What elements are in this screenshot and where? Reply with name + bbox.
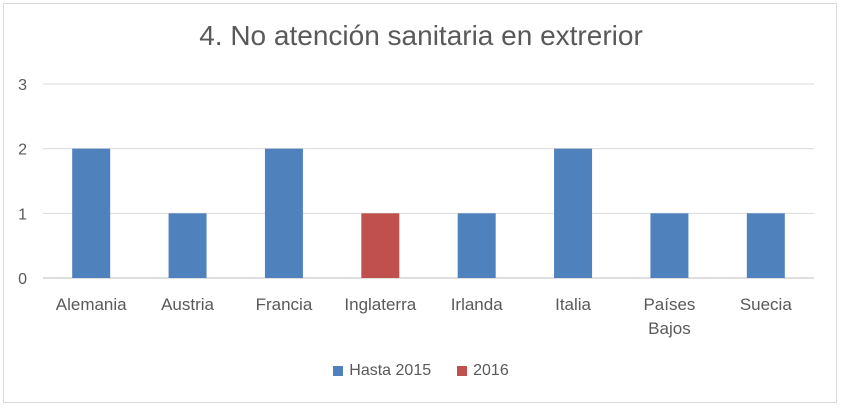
bar-suecia <box>746 213 785 278</box>
x-tick-label: Países Bajos <box>643 295 695 338</box>
legend-item: 2016 <box>457 362 509 380</box>
x-tick-label: Francia <box>256 295 313 314</box>
x-tick-label: Alemania <box>56 295 127 314</box>
chart-frame <box>3 3 837 403</box>
legend-label: Hasta 2015 <box>349 362 432 379</box>
bar-francia <box>264 148 303 278</box>
x-tick-label: Suecia <box>740 295 793 314</box>
bar-inglaterra <box>361 213 400 278</box>
legend-swatch <box>333 366 344 376</box>
x-tick-label: Austria <box>161 295 214 314</box>
y-tick-label: 2 <box>18 142 27 159</box>
bar-alemania <box>72 148 111 278</box>
bar-austria <box>168 213 207 278</box>
bar-países-bajos <box>650 213 689 278</box>
y-tick-label: 0 <box>18 271 27 288</box>
chart-title: 4. No atención sanitaria en extrerior <box>199 20 643 51</box>
y-tick-label: 3 <box>18 77 27 94</box>
x-tick-label: Inglaterra <box>344 295 416 314</box>
legend-swatch <box>457 366 468 376</box>
bar-italia <box>554 148 593 278</box>
legend: Hasta 2015 2016 <box>0 362 842 380</box>
x-tick-label: Italia <box>555 295 591 314</box>
y-tick-label: 1 <box>18 206 27 223</box>
bar-irlanda <box>457 213 496 278</box>
legend-label: 2016 <box>473 362 509 379</box>
legend-item: Hasta 2015 <box>333 362 431 380</box>
x-tick-label: Irlanda <box>451 295 504 314</box>
